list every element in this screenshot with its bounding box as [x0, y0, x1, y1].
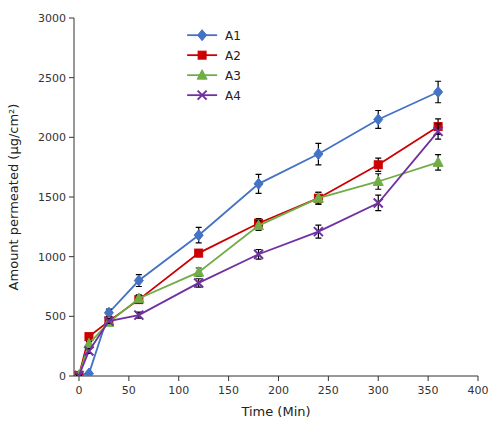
point [374, 114, 383, 125]
y-tick-label: 0 [59, 370, 66, 383]
x-tick-label: 50 [122, 384, 136, 397]
point [194, 267, 204, 277]
chart: 0 50 100 150 200 250 300 350 400 0 500 1000 1500 2000… [0, 0, 500, 430]
legend-marker [198, 91, 207, 100]
series-line [79, 131, 438, 375]
series-line [79, 127, 438, 376]
y-tick [69, 77, 74, 78]
x-tick [328, 376, 329, 381]
series-line [79, 92, 438, 375]
axes: 0 50 100 150 200 250 300 350 400 0 500 1000 1500 2000… [38, 12, 489, 397]
x-tick [178, 376, 179, 381]
point [433, 157, 443, 167]
legend-label: A3 [225, 69, 241, 83]
y-axis-label: Amount permeated (μg/cm²) [6, 104, 21, 291]
legend-label: A4 [225, 89, 241, 103]
point [314, 227, 323, 236]
point [194, 230, 203, 241]
series [74, 155, 443, 376]
x-tick [278, 376, 279, 381]
point [74, 370, 84, 376]
x-tick [428, 376, 429, 381]
point [134, 275, 143, 286]
y-tick [69, 137, 74, 138]
point [104, 317, 113, 326]
plot-area [74, 81, 443, 376]
x-tick-label: 400 [468, 384, 489, 397]
legend-marker [198, 30, 207, 41]
y-tick [69, 18, 74, 19]
point [374, 198, 383, 207]
series-line [79, 162, 438, 375]
y-tick-label: 2500 [38, 72, 66, 85]
error-bar [375, 158, 381, 171]
point [84, 346, 93, 355]
point [254, 178, 263, 189]
y-tick-label: 2000 [38, 131, 66, 144]
point [254, 220, 264, 230]
point [313, 193, 323, 203]
point [134, 293, 144, 303]
point [373, 176, 383, 186]
point [194, 278, 203, 287]
y-tick [69, 197, 74, 198]
legend: A1 A2 A3 A4 [187, 29, 241, 103]
point [254, 250, 263, 259]
y-tick [69, 256, 74, 257]
x-tick-label: 150 [218, 384, 239, 397]
x-tick-label: 300 [368, 384, 389, 397]
x-tick-label: 200 [268, 384, 289, 397]
x-axis-line [74, 376, 478, 377]
point [104, 317, 114, 327]
x-tick-label: 250 [318, 384, 339, 397]
legend-label: A2 [225, 49, 241, 63]
series [74, 124, 442, 376]
point [434, 127, 443, 136]
point [74, 371, 83, 376]
x-tick [378, 376, 379, 381]
y-tick [69, 376, 74, 377]
y-tick [69, 316, 74, 317]
point [314, 149, 323, 160]
x-tick [478, 376, 479, 381]
y-tick-label: 1500 [38, 191, 66, 204]
point [434, 86, 443, 97]
error-bar [196, 250, 202, 257]
y-tick-label: 1000 [38, 251, 66, 264]
x-axis-label: Time (Min) [240, 404, 310, 419]
x-tick [78, 376, 79, 381]
point [74, 370, 83, 376]
point [134, 311, 143, 320]
legend-marker [198, 51, 206, 59]
point [374, 161, 382, 169]
y-tick-label: 3000 [38, 12, 66, 25]
x-tick [128, 376, 129, 381]
x-tick-label: 0 [75, 384, 82, 397]
legend-marker [197, 70, 207, 80]
x-tick [228, 376, 229, 381]
x-tick-label: 350 [418, 384, 439, 397]
series [75, 119, 442, 376]
y-tick-label: 500 [45, 310, 66, 323]
point [84, 368, 93, 376]
x-tick-label: 100 [168, 384, 189, 397]
point [195, 249, 203, 257]
series [74, 81, 442, 376]
legend-label: A1 [225, 29, 241, 43]
